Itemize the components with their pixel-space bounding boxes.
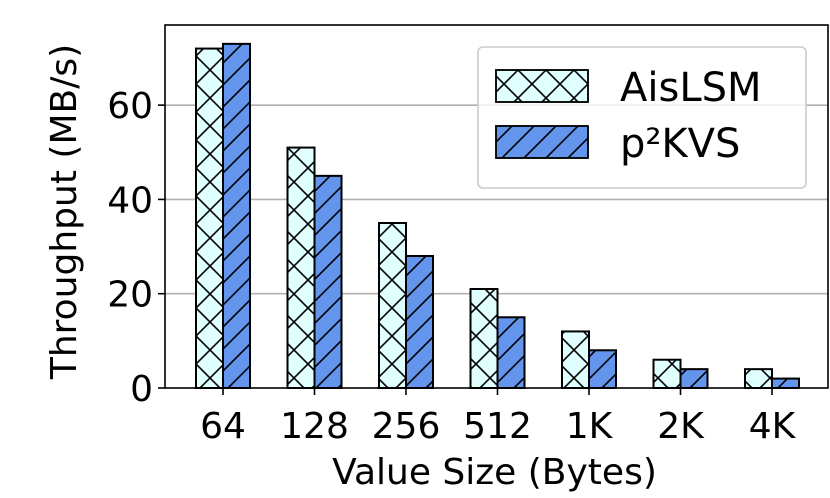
- bar-aislsm-4k-hatch: [744, 368, 773, 389]
- x-tick-label: 4K: [749, 406, 797, 447]
- legend-label-p2kvs: p²KVS: [620, 121, 740, 167]
- legend-swatch-hatch: [495, 125, 589, 159]
- legend-swatch-hatch: [495, 69, 589, 103]
- legend: AisLSM p²KVS: [477, 46, 807, 189]
- bars: [195, 42, 800, 390]
- bar-aislsm-2k-hatch: [652, 358, 682, 390]
- bar-pkvs-2k-hatch: [679, 368, 709, 389]
- y-tick-label: 0: [130, 369, 153, 410]
- x-tick-label: 128: [280, 406, 349, 447]
- x-tick-label: 256: [372, 406, 441, 447]
- y-tick-label: 60: [107, 86, 153, 127]
- bar-pkvs-512-hatch: [496, 316, 526, 389]
- bar-aislsm-64-hatch: [195, 47, 224, 389]
- bar-pkvs-4k-hatch: [771, 377, 800, 390]
- bar-aislsm-256-hatch: [378, 222, 407, 389]
- bar-pkvs-256-hatch: [405, 255, 434, 389]
- y-tick-label: 20: [107, 275, 153, 316]
- y-axis-title: Throughput (MB/s): [44, 44, 85, 380]
- x-tick-label: 512: [463, 406, 532, 447]
- x-tick-label: 2K: [657, 406, 705, 447]
- bar-pkvs-64-hatch: [222, 42, 251, 389]
- plot-frame: [164, 24, 829, 389]
- bar-aislsm-512-hatch: [469, 288, 499, 389]
- legend-label-aislsm: AisLSM: [620, 65, 762, 111]
- x-tick-label: 1K: [566, 406, 614, 447]
- x-axis-title: Value Size (Bytes): [332, 452, 657, 493]
- y-tick-label: 40: [107, 180, 153, 221]
- bar-pkvs-128-hatch: [313, 174, 343, 389]
- bar-aislsm-1k-hatch: [561, 330, 590, 389]
- bar-pkvs-1k-hatch: [588, 349, 617, 389]
- x-tick-label: 64: [200, 406, 246, 447]
- bar-aislsm-128-hatch: [286, 146, 316, 389]
- axis-ticks: 0 20 40 60 64 128 256 512 1K 2K 4K: [107, 86, 796, 447]
